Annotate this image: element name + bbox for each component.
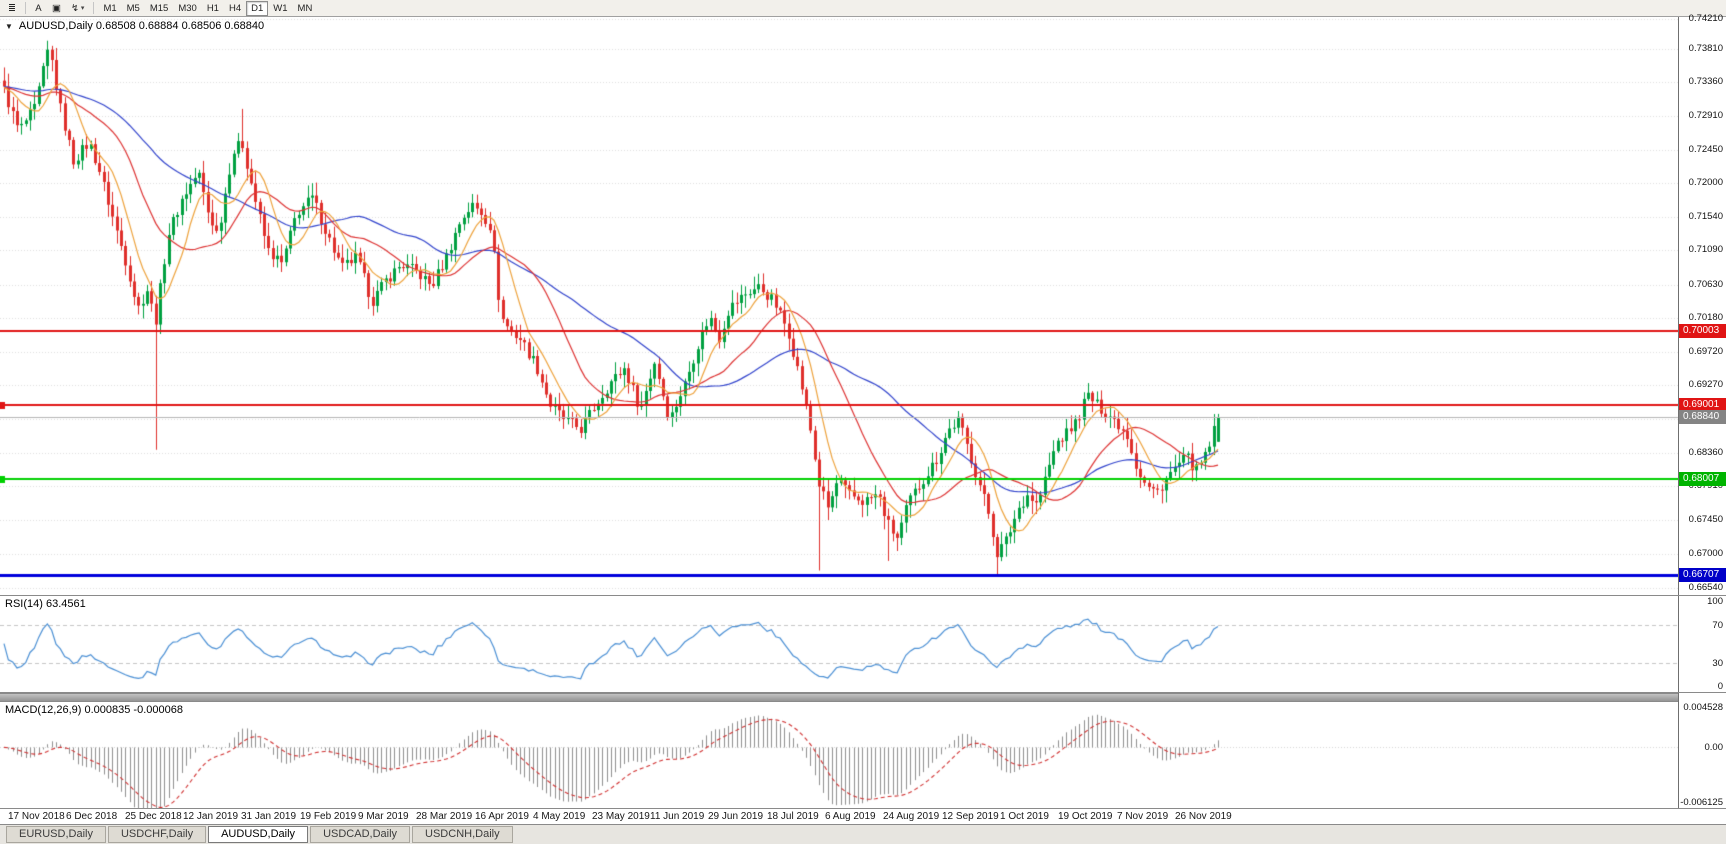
macd-panel: MACD(12,26,9) 0.000835 -0.000068 0.00452… (0, 702, 1726, 809)
price-chart-panel: ▼ AUDUSD,Daily 0.68508 0.68884 0.68506 0… (0, 13, 1726, 596)
rsi-axis[interactable]: 100 70 30 0 (1678, 596, 1726, 692)
collapse-chart-icon[interactable]: ▼ (5, 21, 13, 31)
toolbar-separator (93, 2, 95, 14)
timeframe-h4-button[interactable]: H4 (228, 2, 242, 14)
symbol-ohlc-title: AUDUSD,Daily 0.68508 0.68884 0.68506 0.6… (18, 20, 265, 32)
timeframe-m30-button[interactable]: M30 (178, 2, 197, 14)
macd-axis[interactable]: 0.004528 0.00 -0.006125 (1678, 702, 1726, 808)
timeframe-d1-button[interactable]: D1 (246, 0, 269, 16)
chart-tabs: EURUSD,Daily USDCHF,Daily AUDUSD,Daily USDC… (0, 824, 1726, 844)
timeframe-m1-button[interactable]: M1 (103, 2, 117, 14)
tab-usdchf[interactable]: USDCHF,Daily (107, 826, 207, 843)
template-icon[interactable]: ▣ (51, 2, 61, 14)
resistance-level-tag[interactable]: 0.69001 (1679, 398, 1726, 412)
support-level-tag[interactable]: 0.66707 (1679, 568, 1726, 582)
price-axis-label: 0.73360 (1688, 76, 1723, 87)
macd-canvas[interactable] (0, 702, 1678, 808)
timeframe-m5-button[interactable]: M5 (126, 2, 140, 14)
panel-splitter[interactable] (0, 693, 1726, 702)
rsi-axis-label: 100 (1707, 596, 1723, 607)
price-axis-label: 0.70630 (1688, 279, 1723, 290)
price-axis-label: 0.73810 (1688, 43, 1723, 54)
date-label: 31 Jan 2019 (241, 811, 297, 822)
chart-toolbar: ≣ A ▣ ↯ ▾ M1 M5 M15 M30 H1 H4 D1 W1 MN (0, 0, 1726, 17)
price-axis-label: 0.70180 (1688, 312, 1723, 323)
dropdown-caret-icon: ▾ (80, 5, 85, 12)
rsi-panel: RSI(14) 63.4561 100 70 30 0 (0, 596, 1726, 693)
date-label: 19 Oct 2019 (1058, 811, 1113, 822)
macd-axis-label: 0.00 (1704, 742, 1724, 753)
tab-audusd[interactable]: AUDUSD,Daily (208, 826, 309, 843)
rsi-axis-label: 70 (1712, 620, 1723, 631)
price-axis-label: 0.67000 (1688, 548, 1723, 559)
date-label: 26 Nov 2019 (1175, 811, 1232, 822)
candlestick-chart-canvas[interactable] (0, 17, 1678, 595)
current-price-tag[interactable]: 0.68840 (1679, 410, 1726, 424)
chart-title: ▼ AUDUSD,Daily 0.68508 0.68884 0.68506 0… (5, 20, 264, 32)
rsi-label: RSI(14) 63.4561 (5, 598, 86, 610)
timeframe-h1-button[interactable]: H1 (206, 2, 219, 14)
date-label: 11 Jun 2019 (650, 811, 705, 822)
date-label: 7 Nov 2019 (1117, 811, 1169, 822)
date-label: 18 Jul 2019 (767, 811, 819, 822)
timeframe-w1-button[interactable]: W1 (273, 2, 288, 14)
date-label: 16 Apr 2019 (475, 811, 529, 822)
date-label: 24 Aug 2019 (883, 811, 940, 822)
date-label: 9 Mar 2019 (358, 811, 409, 822)
text-annotation-icon[interactable]: A (35, 2, 42, 14)
splitter-axis-corner (1678, 693, 1726, 702)
resistance-level-tag[interactable]: 0.70003 (1679, 324, 1726, 338)
rsi-axis-label: 30 (1712, 658, 1723, 669)
date-label: 1 Oct 2019 (1000, 811, 1049, 822)
tab-eurusd[interactable]: EURUSD,Daily (6, 826, 106, 843)
price-axis-label: 0.68360 (1688, 447, 1723, 458)
date-label: 25 Dec 2018 (125, 811, 182, 822)
price-axis-label: 0.72910 (1688, 110, 1723, 121)
price-axis-label: 0.66540 (1688, 582, 1723, 593)
price-axis-label: 0.71540 (1688, 211, 1723, 222)
price-axis[interactable]: 0.74210 0.73810 0.73360 0.72910 0.72450 0.720… (1678, 13, 1726, 595)
bar-chart-icon[interactable]: ≣ (8, 2, 16, 14)
indicators-zigzag-icon[interactable]: ↯ ▾ (70, 2, 85, 14)
date-label: 28 Mar 2019 (416, 811, 473, 822)
price-axis-label: 0.69270 (1688, 379, 1723, 390)
date-label: 23 May 2019 (592, 811, 650, 822)
price-axis-label: 0.72450 (1688, 144, 1723, 155)
rsi-axis-label: 0 (1717, 681, 1723, 692)
rsi-canvas[interactable] (0, 596, 1678, 692)
tab-usdcnh[interactable]: USDCNH,Daily (412, 826, 513, 843)
date-label: 4 May 2019 (533, 811, 586, 822)
date-label: 12 Sep 2019 (942, 811, 999, 822)
toolbar-separator (24, 2, 26, 14)
date-label: 6 Dec 2018 (66, 811, 118, 822)
macd-axis-label: 0.004528 (1683, 702, 1723, 713)
date-label: 6 Aug 2019 (825, 811, 876, 822)
price-axis-label: 0.74210 (1688, 13, 1723, 24)
macd-axis-label: -0.006125 (1680, 797, 1723, 808)
support-level-tag[interactable]: 0.68007 (1679, 472, 1726, 486)
date-label: 17 Nov 2018 (8, 811, 65, 822)
price-axis-label: 0.67450 (1688, 514, 1723, 525)
time-axis[interactable]: 17 Nov 2018 6 Dec 2018 25 Dec 2018 12 Jan 2… (0, 809, 1726, 824)
date-label: 19 Feb 2019 (300, 811, 357, 822)
tab-usdcad[interactable]: USDCAD,Daily (310, 826, 411, 843)
chart-area: ▼ AUDUSD,Daily 0.68508 0.68884 0.68506 0… (0, 13, 1726, 824)
timeframe-mn-button[interactable]: MN (297, 2, 313, 14)
macd-label: MACD(12,26,9) 0.000835 -0.000068 (5, 704, 183, 716)
price-axis-label: 0.71090 (1688, 244, 1723, 255)
price-axis-label: 0.72000 (1688, 177, 1723, 188)
date-label: 29 Jun 2019 (708, 811, 764, 822)
date-label: 12 Jan 2019 (183, 811, 239, 822)
splitter-grip[interactable] (0, 693, 1678, 702)
timeframe-m15-button[interactable]: M15 (149, 2, 169, 14)
price-axis-label: 0.69720 (1688, 346, 1723, 357)
